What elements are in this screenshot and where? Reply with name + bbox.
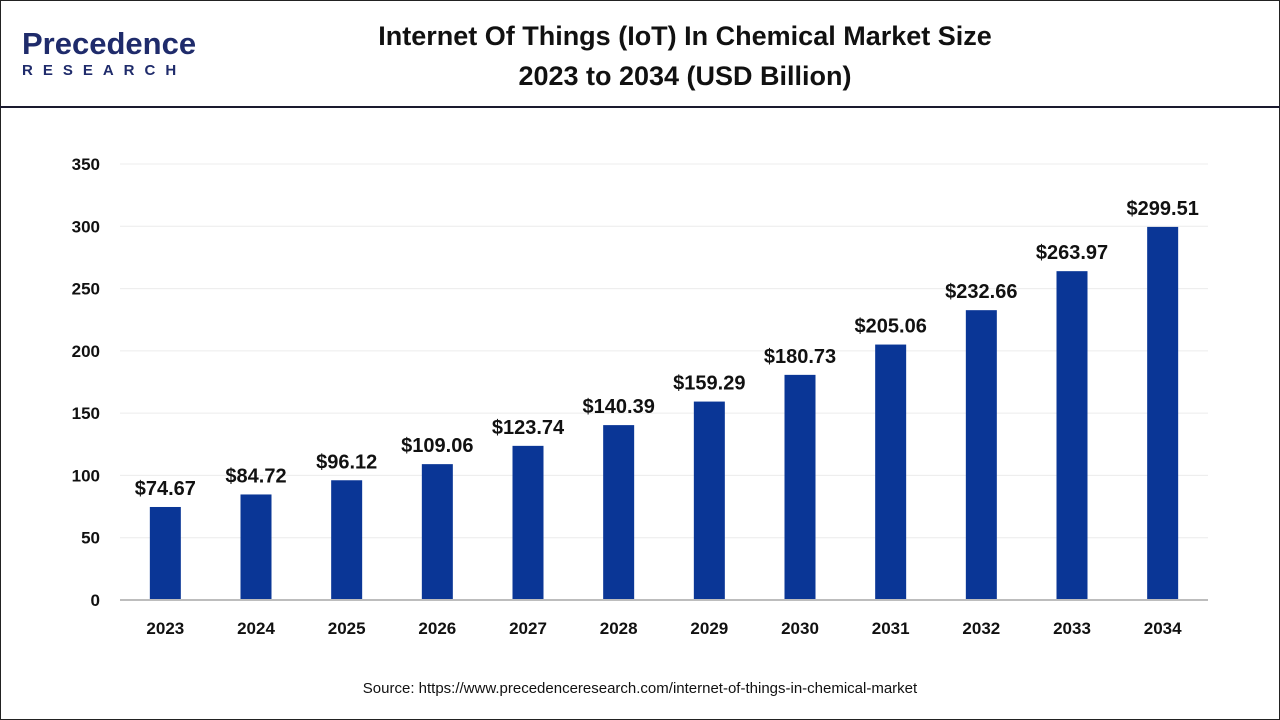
bar-2030 [784, 374, 816, 600]
data-label: $299.51 [1127, 198, 1199, 220]
bar-2024 [240, 494, 272, 600]
data-label: $74.67 [135, 478, 196, 500]
x-tick-label: 2030 [781, 619, 819, 638]
y-tick-label: 100 [72, 466, 100, 485]
y-tick-label: 0 [91, 591, 100, 610]
source-text: Source: https://www.precedenceresearch.c… [362, 680, 918, 697]
y-tick-label: 200 [72, 342, 100, 361]
logo-brand: Precedence [22, 26, 197, 61]
y-tick-label: 250 [72, 280, 100, 299]
data-label: $123.74 [492, 417, 565, 439]
bar-2032 [965, 310, 997, 600]
data-label: $205.06 [855, 316, 927, 338]
y-tick-label: 350 [72, 155, 100, 174]
data-label: $159.29 [673, 373, 745, 395]
x-tick-label: 2031 [872, 619, 910, 638]
bar-2033 [1056, 271, 1088, 600]
x-tick-label: 2023 [146, 619, 184, 638]
header-divider [0, 106, 1280, 108]
logo: Precedence RESEARCH [22, 26, 197, 80]
x-tick-label: 2034 [1144, 619, 1182, 638]
data-label: $263.97 [1036, 242, 1108, 264]
data-label: $232.66 [945, 281, 1017, 303]
x-tick-label: 2032 [962, 619, 1000, 638]
x-tick-label: 2027 [509, 619, 547, 638]
x-tick-label: 2033 [1053, 619, 1091, 638]
x-tick-label: 2028 [600, 619, 638, 638]
x-tick-label: 2029 [690, 619, 728, 638]
title-line-1: Internet Of Things (IoT) In Chemical Mar… [378, 21, 992, 51]
bar-2028 [603, 425, 635, 600]
x-tick-label: 2025 [328, 619, 366, 638]
logo-sub: RESEARCH [22, 62, 187, 79]
bar-2023 [149, 506, 181, 600]
x-tick-label: 2024 [237, 619, 275, 638]
title-line-2: 2023 to 2034 (USD Billion) [518, 61, 852, 91]
bar-2029 [693, 401, 725, 600]
data-label: $180.73 [764, 346, 836, 368]
x-tick-label: 2026 [418, 619, 456, 638]
data-label: $140.39 [583, 396, 655, 418]
data-label: $109.06 [401, 435, 473, 457]
bar-2026 [421, 464, 453, 600]
y-tick-label: 300 [72, 217, 100, 236]
y-tick-label: 150 [72, 404, 100, 423]
data-label: $84.72 [225, 465, 286, 487]
bar-2027 [512, 445, 544, 600]
chart-title: Internet Of Things (IoT) In Chemical Mar… [300, 16, 1070, 96]
data-label: $96.12 [316, 451, 377, 473]
bar-2025 [331, 480, 363, 600]
bar-2034 [1147, 226, 1179, 600]
bar-2031 [875, 344, 907, 600]
y-tick-label: 50 [81, 529, 100, 548]
